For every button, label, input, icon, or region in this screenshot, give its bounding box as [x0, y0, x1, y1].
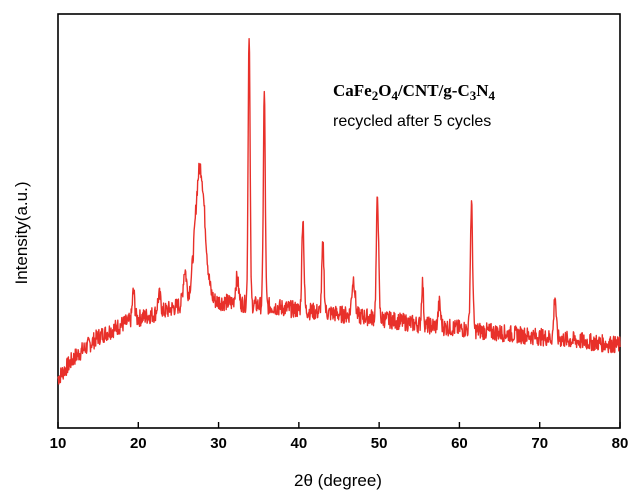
formula-subscript: 4: [489, 88, 496, 103]
formula-text: O: [378, 81, 391, 100]
formula-subscript: 4: [391, 88, 398, 103]
x-tick-label: 70: [531, 435, 548, 452]
formula-subscript: 2: [372, 88, 379, 103]
x-axis-title: 2θ (degree): [294, 471, 382, 490]
y-axis-title: Intensity(a.u.): [12, 182, 31, 285]
formula-text: CaFe: [333, 81, 372, 100]
x-tick-label: 20: [130, 435, 147, 452]
x-tick-label: 50: [371, 435, 388, 452]
x-tick-label: 80: [612, 435, 629, 452]
x-tick-label: 60: [451, 435, 468, 452]
annotation-formula: CaFe2O4/CNT/g-C3N4: [333, 81, 496, 103]
annotation-subtitle: recycled after 5 cycles: [333, 113, 491, 130]
x-tick-label: 10: [50, 435, 67, 452]
x-axis-ticks: 10 20 30 40 50 60 70 80: [50, 422, 629, 452]
plot-frame: [57, 13, 621, 429]
formula-subscript: 3: [470, 88, 477, 103]
x-tick-label: 40: [291, 435, 308, 452]
xrd-pattern-line: [57, 38, 621, 385]
formula-text: N: [476, 81, 489, 100]
formula-text: /CNT/g-C: [397, 81, 470, 100]
x-tick-label: 30: [210, 435, 227, 452]
